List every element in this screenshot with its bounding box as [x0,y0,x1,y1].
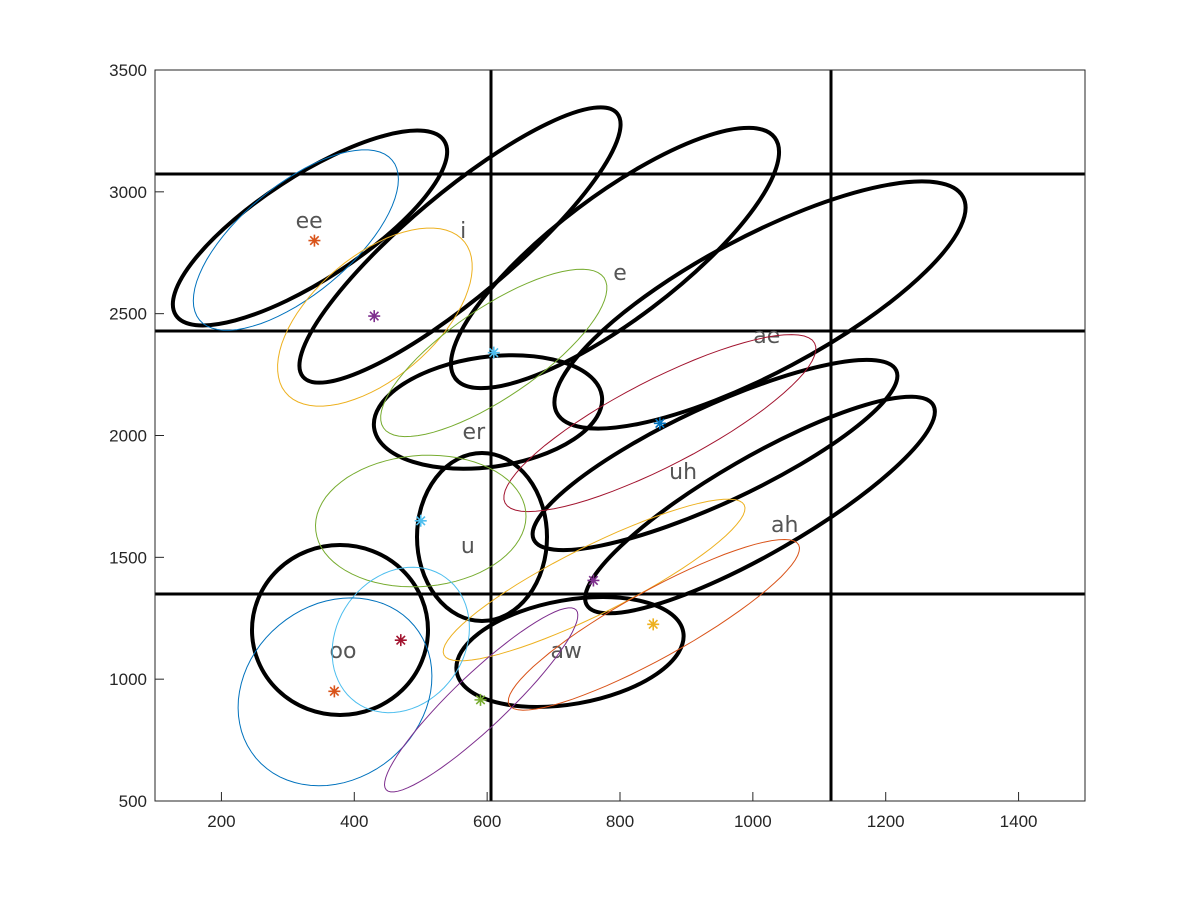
x-tick-label: 800 [606,812,634,831]
vowel-region [530,357,900,553]
y-tick-label: 1500 [109,548,147,567]
vowel-label: ee [296,209,323,234]
point [653,417,666,430]
point [587,574,600,587]
vowel-label: e [613,261,627,286]
ellipse [442,498,746,662]
vowel-label: u [461,534,475,559]
ellipse [383,607,579,793]
vowel-label: ah [771,513,798,538]
point [487,346,500,359]
point [308,234,321,247]
ellipse [277,227,473,407]
ellipse [331,566,470,714]
vowel-region [250,543,430,717]
y-tick-label: 500 [119,792,147,811]
x-tick-label: 400 [340,812,368,831]
point [647,618,660,631]
vowel-label: uh [669,460,697,485]
x-tick-label: 1400 [1000,812,1038,831]
ellipse [237,597,433,787]
ellipse [507,538,801,711]
vowel-label: oo [330,639,357,664]
x-tick-label: 1200 [867,812,905,831]
background-image [155,70,1085,801]
y-tick-label: 3000 [109,183,147,202]
point [414,514,427,527]
point [474,693,487,706]
vowel-region [448,125,782,391]
ellipse [314,454,527,588]
vowel-region [170,128,450,328]
axes-box [154,69,1086,802]
vowel-region [583,394,937,616]
vowel-label: i [460,219,466,244]
y-tick-label: 2500 [109,305,147,324]
ellipse [380,268,608,438]
vowel-label: ae [753,324,780,349]
ellipse [503,334,817,513]
point [394,634,407,647]
vowel-label: er [463,420,487,445]
vowel-region [552,179,968,431]
vowel-region [415,451,549,623]
y-tick-label: 2000 [109,427,147,446]
point [368,310,381,323]
x-tick-label: 600 [473,812,501,831]
y-tick-label: 1000 [109,670,147,689]
vowel-region [371,353,605,471]
ellipse [192,149,399,331]
x-tick-label: 1000 [734,812,772,831]
plot-area: 200 400 600 800 1000 1200 1400 500 1000 1500 2000 2… [109,61,1037,831]
point [328,685,341,698]
x-tick-label: 200 [207,812,235,831]
y-tick-label: 3500 [109,61,147,80]
